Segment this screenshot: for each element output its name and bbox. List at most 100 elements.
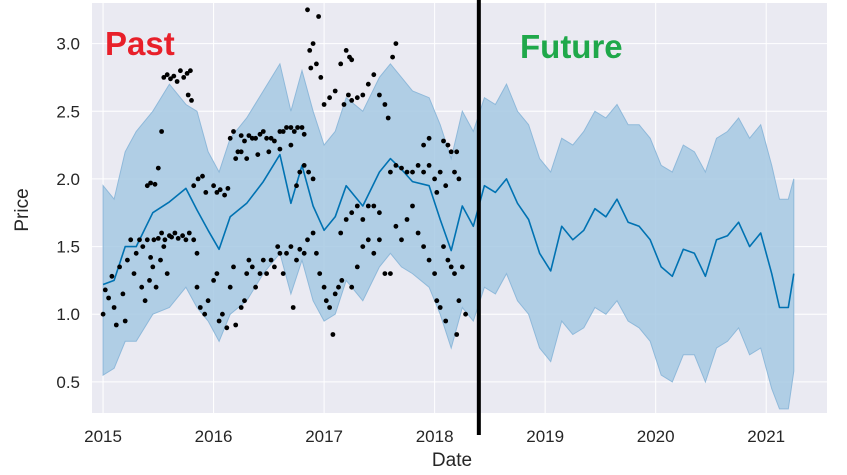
y-tick-label: 0.5 xyxy=(56,373,80,392)
observed-point xyxy=(106,295,111,301)
observed-point xyxy=(452,169,457,175)
observed-point xyxy=(290,305,296,310)
observed-point xyxy=(443,183,449,189)
observed-point xyxy=(399,237,404,243)
x-axis-label: Date xyxy=(432,450,472,471)
x-tick-label: 2019 xyxy=(526,427,564,446)
observed-point xyxy=(421,169,426,175)
observed-point xyxy=(382,102,388,107)
observed-point xyxy=(155,236,161,241)
x-tick-label: 2021 xyxy=(747,427,785,446)
observed-point xyxy=(404,217,410,222)
observed-point xyxy=(253,284,258,290)
observed-point xyxy=(321,102,327,107)
observed-point xyxy=(349,98,355,103)
observed-point xyxy=(272,264,277,270)
observed-point xyxy=(238,305,244,310)
observed-point xyxy=(463,311,468,317)
observed-point xyxy=(275,244,281,250)
observed-point xyxy=(297,169,303,175)
observed-point xyxy=(255,152,261,158)
observed-point xyxy=(445,142,451,148)
observed-point xyxy=(437,169,443,175)
observed-point xyxy=(111,305,117,310)
observed-point xyxy=(222,192,228,198)
observed-point xyxy=(174,79,180,84)
observed-point xyxy=(224,325,230,331)
observed-point xyxy=(327,305,332,310)
y-tick-label: 3.0 xyxy=(56,35,80,54)
observed-point xyxy=(317,271,323,276)
observed-point xyxy=(288,125,294,130)
observed-point xyxy=(288,142,294,148)
observed-point xyxy=(336,284,341,290)
observed-point xyxy=(314,250,319,256)
observed-point xyxy=(299,125,305,130)
x-tick-labels: 2015 2016 2017 2018 2019 2020 2021 xyxy=(84,427,785,446)
observed-point xyxy=(301,163,307,168)
x-tick-label: 2018 xyxy=(416,427,454,446)
observed-point xyxy=(294,183,299,189)
observed-point xyxy=(377,92,382,98)
observed-point xyxy=(125,257,130,263)
observed-point xyxy=(321,284,327,290)
observed-point xyxy=(360,244,366,250)
observed-point xyxy=(410,169,415,175)
observed-point xyxy=(214,271,220,276)
observed-point xyxy=(225,186,231,191)
observed-point xyxy=(233,322,239,328)
observed-point xyxy=(122,318,128,324)
observed-point xyxy=(354,264,360,270)
observed-point xyxy=(235,149,241,155)
y-axis-label: Price xyxy=(12,188,33,231)
observed-point xyxy=(343,217,349,222)
observed-point xyxy=(399,165,404,171)
observed-point xyxy=(277,250,283,256)
observed-point xyxy=(426,163,432,168)
observed-point xyxy=(257,131,263,137)
observed-point xyxy=(323,298,329,304)
observed-point xyxy=(253,135,258,141)
observed-point xyxy=(120,291,126,297)
observed-point xyxy=(284,125,289,130)
observed-point xyxy=(264,135,269,141)
observed-point xyxy=(426,135,432,141)
observed-point xyxy=(448,264,454,270)
observed-point xyxy=(310,230,316,236)
observed-point xyxy=(294,257,299,263)
observed-point xyxy=(437,305,443,310)
observed-point xyxy=(194,284,200,290)
observed-point xyxy=(203,190,209,195)
observed-point xyxy=(338,61,344,67)
observed-point xyxy=(171,73,177,79)
observed-point xyxy=(220,311,225,317)
observed-point xyxy=(238,149,244,155)
observed-point xyxy=(382,271,388,276)
observed-point xyxy=(441,138,446,144)
observed-point xyxy=(415,230,421,236)
observed-point xyxy=(385,115,391,121)
observed-point xyxy=(307,48,313,53)
observed-point xyxy=(164,271,170,276)
observed-point xyxy=(288,244,294,250)
observed-point xyxy=(264,271,269,276)
observed-point xyxy=(388,169,393,175)
observed-point xyxy=(316,14,321,19)
observed-point xyxy=(332,88,338,94)
observed-point xyxy=(148,180,154,186)
observed-point xyxy=(191,183,197,189)
observed-point xyxy=(454,149,460,155)
x-tick-label: 2017 xyxy=(305,427,343,446)
observed-point xyxy=(211,278,217,283)
observed-point xyxy=(133,250,139,256)
observed-point xyxy=(301,131,307,137)
observed-point xyxy=(161,75,167,80)
observed-point xyxy=(231,129,236,134)
observed-point xyxy=(295,125,300,130)
observed-point xyxy=(183,237,189,243)
observed-point xyxy=(297,246,303,252)
observed-point xyxy=(365,203,371,209)
observed-point xyxy=(200,173,205,179)
observed-point xyxy=(338,230,344,236)
observed-point xyxy=(310,41,316,46)
